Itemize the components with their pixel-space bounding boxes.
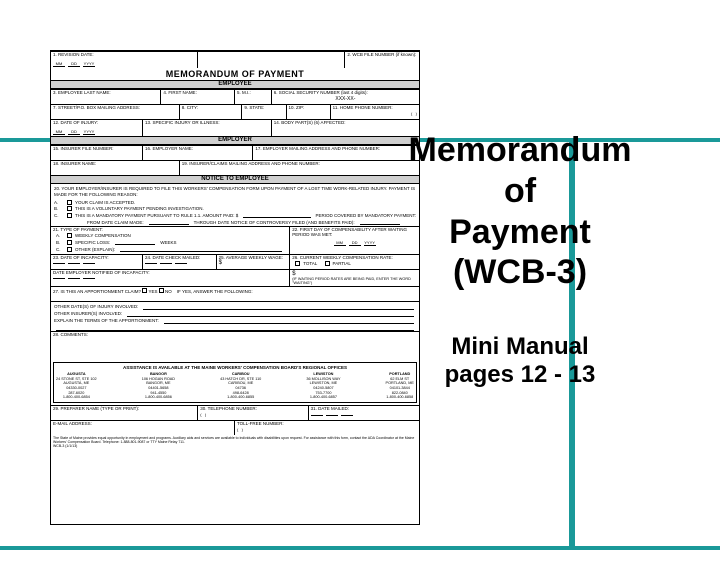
form-footer: The State of Maine provides equal opport… — [51, 435, 419, 450]
section-header: EMPLOYER — [51, 136, 419, 145]
slide-subtitle-line: Mini Manual — [380, 333, 660, 361]
accent-bar-bottom — [0, 546, 720, 550]
offices-list: AUGUSTA24 STONE ST, STE 102AUGUSTA, ME04… — [56, 372, 414, 399]
assistance-box: ASSISTANCE IS AVAILABLE AT THE MAINE WOR… — [53, 362, 417, 402]
slide-title-line: of — [380, 171, 660, 212]
section-header: EMPLOYEE — [51, 80, 419, 89]
slide-subtitle-line: pages 12 - 13 — [380, 361, 660, 389]
section-header: NOTICE TO EMPLOYEE — [51, 175, 419, 184]
field-label: 1. REVISION DATE: — [53, 53, 195, 58]
form-title: MEMORANDUM OF PAYMENT — [51, 68, 419, 80]
field-label: 2. WCB FILE NUMBER (if known): — [347, 53, 417, 58]
slide-title-line: Memorandum — [380, 130, 660, 171]
notice-text: 20. YOUR EMPLOYER/INSURER IS REQUIRED TO… — [51, 184, 419, 200]
form-document: 1. REVISION DATE:MMDDYYYY 2. WCB FILE NU… — [50, 50, 420, 525]
slide-text-panel: Memorandum of Payment (WCB-3) Mini Manua… — [380, 130, 660, 389]
slide-title-line: Payment — [380, 212, 660, 253]
slide-title-line: (WCB-3) — [380, 252, 660, 293]
